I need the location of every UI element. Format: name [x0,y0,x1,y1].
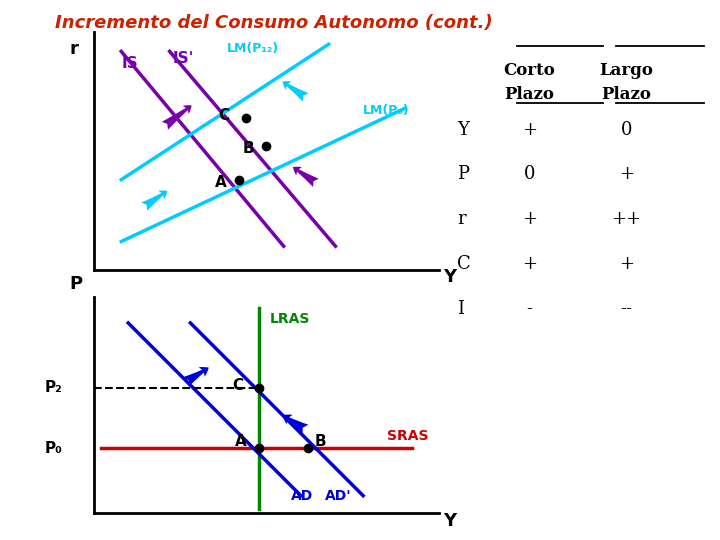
Text: Incremento del Consumo Autonomo (cont.): Incremento del Consumo Autonomo (cont.) [55,14,492,31]
Text: +: + [522,210,536,228]
Text: C: C [457,255,471,273]
Text: LM(P₁₂): LM(P₁₂) [227,42,279,55]
Text: 0: 0 [523,165,535,184]
Text: P₂: P₂ [45,380,63,395]
Text: P₀: P₀ [45,441,63,456]
Text: Plazo: Plazo [601,86,652,103]
Text: r: r [69,39,78,58]
Text: C: C [218,108,229,123]
Text: A: A [215,174,226,190]
Text: I: I [457,300,464,318]
Text: Plazo: Plazo [504,86,554,103]
Text: Y: Y [443,268,456,286]
Text: B: B [242,141,254,156]
Text: LRAS: LRAS [270,312,310,326]
Text: P: P [69,275,83,293]
Text: ++: ++ [611,210,642,228]
Text: 0: 0 [621,120,632,139]
Text: Largo: Largo [600,62,653,79]
Text: IS': IS' [173,51,194,66]
Text: Corto: Corto [503,62,555,79]
Text: SRAS: SRAS [387,429,429,443]
Text: IS: IS [121,56,138,71]
Text: r: r [457,210,466,228]
Text: +: + [522,120,536,139]
Text: C: C [232,378,243,393]
Text: +: + [619,165,634,184]
Text: B: B [315,434,326,449]
Text: A: A [235,434,247,449]
Text: LM(P₀): LM(P₀) [363,104,410,117]
Text: AD: AD [291,489,313,503]
Text: -: - [526,300,532,318]
Text: P: P [457,165,469,184]
Text: --: -- [621,300,632,318]
Text: +: + [522,255,536,273]
Text: AD': AD' [325,489,352,503]
Text: Y: Y [443,512,456,530]
Text: +: + [619,255,634,273]
Text: Y: Y [457,120,469,139]
